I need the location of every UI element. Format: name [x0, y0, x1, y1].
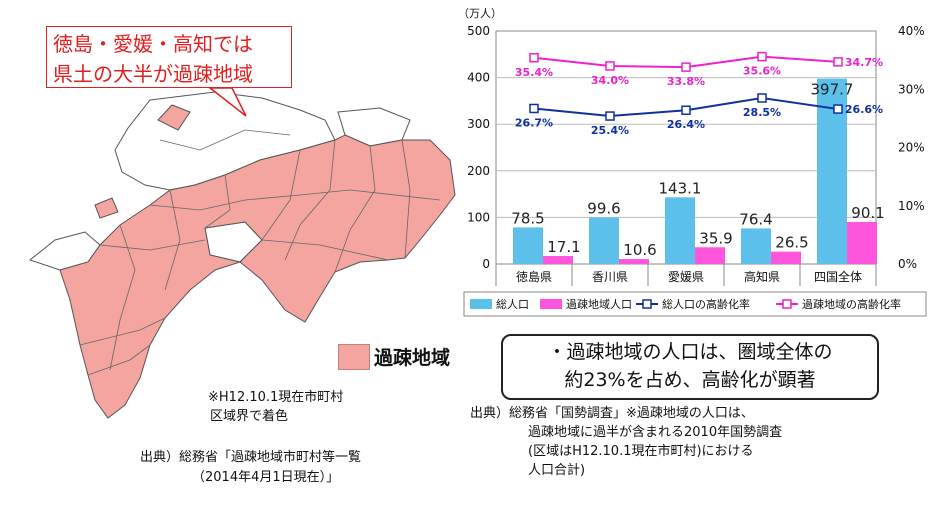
map-callout: 徳島・愛媛・高知では 県土の大半が過疎地域: [46, 26, 292, 88]
shikoku-depopulation-map: [28, 87, 456, 419]
y2-tick-label: 40%: [898, 24, 925, 38]
bar-depopulated: [619, 259, 649, 264]
legend-label: 総人口の高齢化率: [662, 297, 750, 311]
bar-value-label: 26.5: [775, 234, 808, 252]
map-note-line-2: 区域界で着色: [210, 409, 289, 424]
bar-total: [741, 228, 771, 264]
bar-depopulated: [847, 222, 877, 264]
legend-label: 過疎地域人口: [566, 298, 632, 311]
line-marker: [757, 93, 767, 103]
map-note-line-1: ※H12.10.1現在市町村: [208, 390, 344, 405]
bar-depopulated: [771, 251, 801, 264]
category-label: 高知県: [744, 269, 780, 284]
line-value-label: 35.6%: [743, 65, 781, 78]
legend-swatch: [470, 299, 492, 309]
line-marker: [605, 61, 615, 71]
chart-source-line-2: 過疎地域に過半が含まれる2010年国勢調査: [528, 425, 783, 440]
line-value-label: 35.4%: [515, 66, 553, 79]
map-source-line-1: 出典）総務省「過疎地域市町村等一覧: [140, 450, 362, 465]
legend-marker: [782, 299, 792, 309]
line-marker: [681, 62, 691, 72]
y2-tick-label: 20%: [898, 141, 925, 155]
line-value-label: 25.4%: [591, 124, 629, 137]
summary-line-2: 約23%を占め、高齢化が顕著: [564, 369, 816, 391]
line-marker: [833, 57, 843, 67]
category-label: 四国全体: [814, 269, 862, 284]
bar-depopulated: [695, 247, 725, 264]
y-tick-label: 100: [467, 210, 490, 224]
map-source: 出典）総務省「過疎地域市町村等一覧 （2014年4月1日現在）」: [140, 448, 361, 488]
category-label: 徳島県: [516, 269, 552, 284]
chart-source: 出典）総務省「国勢調査」※過疎地域の人口は、 過疎地域に過半が含まれる2010年…: [470, 404, 782, 480]
chart-source-line-1: 出典）総務省「国勢調査」※過疎地域の人口は、: [470, 406, 754, 421]
line-marker: [757, 51, 767, 62]
municipal-boundaries: [79, 129, 441, 376]
bar-value-label: 17.1: [547, 238, 580, 256]
bar-value-label: 90.1: [851, 204, 884, 222]
bar-value-label: 143.1: [659, 179, 702, 197]
bar-total: [513, 227, 543, 264]
y2-tick-label: 10%: [898, 199, 925, 213]
bar-depopulated: [543, 256, 573, 264]
chart-source-line-3: (区域はH12.10.1現在市町村)における: [528, 444, 754, 459]
legend-label: 総人口: [496, 297, 529, 311]
depopulated-legend-swatch: [338, 344, 370, 370]
line-value-label: 26.4%: [667, 118, 705, 131]
bar-value-label: 76.4: [739, 210, 772, 228]
y-tick-label: 300: [467, 117, 490, 131]
line-value-label: 28.5%: [743, 106, 781, 119]
category-label: 香川県: [592, 270, 628, 284]
y-tick-label: 200: [467, 164, 490, 178]
y-tick-label: 500: [467, 24, 490, 38]
line-marker: [681, 105, 691, 115]
bar-total: [589, 217, 619, 264]
y-axis-unit: （万人）: [458, 7, 502, 20]
line-marker: [833, 104, 843, 114]
y-tick-label: 400: [467, 71, 490, 85]
y-tick-label: 0: [482, 257, 490, 271]
summary-line-1: ・過疎地域の人口は、圏域全体の: [547, 341, 833, 363]
line-marker: [529, 103, 539, 114]
legend-label: 過疎地域の高齢化率: [802, 297, 901, 311]
line-marker: [605, 111, 615, 121]
summary-box: ・過疎地域の人口は、圏域全体の 約23%を占め、高齢化が顕著: [501, 334, 879, 400]
bar-value-label: 35.9: [699, 229, 732, 247]
population-aging-chart: 0 100 200 300 400 500 0% 10% 20% 30% 40% （万人） 徳島県 香川県…: [458, 7, 927, 317]
y2-tick-label: 30%: [898, 82, 925, 96]
bar-value-label: 78.5: [511, 209, 544, 227]
map-note: ※H12.10.1現在市町村 区域界で着色: [208, 388, 343, 426]
legend-swatch: [540, 299, 562, 309]
category-label: 愛媛県: [668, 270, 704, 284]
bar-value-label: 99.6: [587, 200, 620, 218]
bar-total: [665, 197, 695, 264]
bar-value-label: 10.6: [623, 241, 656, 259]
line-value-label: 34.7%: [845, 56, 883, 69]
chart-source-line-4: 人口合計): [528, 463, 586, 478]
line-value-label: 26.6%: [845, 103, 883, 116]
line-value-label: 34.0%: [591, 74, 629, 87]
callout-line-2: 県土の大半が過疎地域: [53, 62, 253, 86]
line-value-label: 33.8%: [667, 75, 705, 88]
callout-pointer: [207, 87, 247, 117]
bar-value-label: 397.7: [811, 81, 854, 99]
callout-line-1: 徳島・愛媛・高知では: [53, 32, 253, 56]
y2-tick-label: 0%: [898, 257, 917, 271]
line-marker: [529, 53, 539, 63]
legend-marker: [642, 299, 652, 309]
line-value-label: 26.7%: [515, 116, 553, 129]
map-source-line-2: （2014年4月1日現在）」: [192, 470, 340, 485]
depopulated-legend-label: 過疎地域: [374, 347, 451, 369]
